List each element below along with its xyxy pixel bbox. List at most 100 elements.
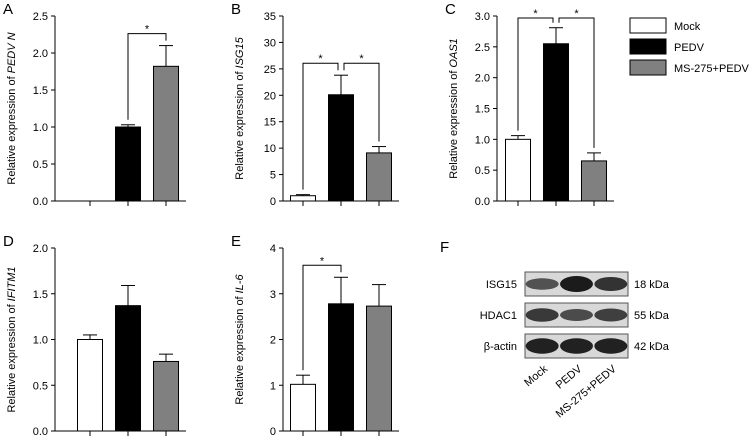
y-tick-label: 35 — [264, 11, 276, 23]
y-axis-label-text: Relative expression of — [448, 70, 460, 179]
blot-band — [594, 338, 628, 354]
panel-label: A — [3, 1, 13, 18]
y-tick-label: 0.5 — [33, 380, 48, 392]
y-tick-label: 10 — [264, 143, 276, 155]
blot-size: 18 kDa — [634, 279, 670, 291]
y-tick-label: 3 — [270, 289, 276, 301]
blot-band — [560, 338, 593, 354]
y-axis-label: Relative expression of IFITM1 — [6, 266, 18, 412]
bar — [505, 138, 531, 202]
y-tick-label: 1.0 — [475, 134, 490, 146]
y-tick-label: 1.0 — [33, 122, 48, 134]
blot-band — [594, 277, 628, 291]
y-axis-label-text: Relative expression of — [234, 295, 246, 404]
y-tick-label: 25 — [264, 64, 276, 76]
legend-swatch — [629, 38, 667, 55]
bar — [366, 305, 392, 432]
y-tick-label: 2.5 — [475, 42, 490, 54]
y-axis-label-gene: OAS1 — [448, 38, 460, 67]
blot-protein: ISG15 — [486, 279, 517, 291]
y-tick-label: 2.0 — [475, 73, 490, 85]
bar — [115, 305, 141, 432]
y-axis-label-text: Relative expression of — [234, 71, 246, 180]
bar — [290, 383, 316, 432]
y-tick-label: 1.5 — [475, 104, 490, 116]
y-axis-label-text: Relative expression of — [6, 75, 18, 184]
y-tick-label: 0 — [270, 196, 276, 208]
blot-lane-label: Mock — [522, 363, 550, 389]
significance-bracket — [302, 62, 339, 190]
y-tick-label: 1.5 — [33, 289, 48, 301]
significance-bracket — [127, 33, 167, 120]
significance-label: * — [574, 8, 579, 20]
significance-bracket — [517, 17, 554, 131]
y-tick-label: 5 — [270, 170, 276, 182]
y-tick-label: 0.5 — [475, 165, 490, 177]
y-tick-label: 0 — [270, 426, 276, 438]
significance-label: * — [320, 255, 325, 267]
panel-label: E — [231, 233, 241, 250]
bar — [366, 152, 392, 202]
y-tick-label: 3.0 — [475, 11, 490, 23]
legend-label: MS-275+PEDV — [674, 63, 750, 75]
y-tick-label: 30 — [264, 37, 276, 49]
legend-swatch — [629, 59, 667, 76]
blot-lane-label: MS-275+PEDV — [554, 363, 620, 421]
panel-label: C — [445, 1, 456, 18]
y-tick-label: 1.5 — [33, 85, 48, 97]
bar — [153, 65, 179, 202]
panel-label: B — [231, 1, 241, 18]
bar — [153, 360, 179, 432]
blot-lane-label: PEDV — [554, 363, 585, 392]
blot-band — [525, 308, 559, 322]
bar — [581, 160, 607, 202]
blot-protein: β-actin — [484, 341, 517, 353]
y-axis-label: Relative expression of PEDV N — [6, 32, 18, 184]
y-tick-label: 15 — [264, 117, 276, 129]
y-tick-label: 4 — [270, 243, 276, 255]
y-tick-label: 0.0 — [33, 426, 48, 438]
bar — [77, 339, 103, 432]
y-tick-label: 0.5 — [33, 159, 48, 171]
y-tick-label: 2.0 — [33, 243, 48, 255]
blot-band — [560, 309, 593, 321]
y-axis-label: Relative expression of ISG15 — [234, 36, 246, 179]
bar — [328, 94, 354, 202]
y-tick-label: 2.5 — [33, 11, 48, 23]
significance-label: * — [145, 24, 150, 36]
panel-label: F — [440, 239, 449, 256]
y-axis-label-text: Relative expression of — [6, 303, 18, 412]
y-axis-label-gene: IFITM1 — [6, 266, 18, 301]
bar — [543, 43, 569, 202]
y-tick-label: 20 — [264, 90, 276, 102]
blot-size: 42 kDa — [634, 341, 670, 353]
significance-bracket — [558, 17, 595, 148]
bar — [115, 126, 141, 202]
legend-label: PEDV — [674, 42, 705, 54]
y-tick-label: 1.0 — [33, 335, 48, 347]
legend-label: Mock — [674, 21, 701, 33]
significance-bracket — [343, 62, 380, 142]
y-tick-label: 0.0 — [475, 196, 490, 208]
y-axis-label-gene: IL-6 — [234, 274, 246, 294]
y-tick-label: 1 — [270, 380, 276, 392]
y-tick-label: 0.0 — [33, 196, 48, 208]
legend-swatch — [629, 17, 667, 34]
y-tick-label: 2.0 — [33, 48, 48, 60]
significance-label: * — [359, 53, 364, 65]
y-axis-label-gene: PEDV N — [6, 32, 18, 73]
y-axis-label: Relative expression ofIL-6 — [234, 274, 246, 405]
panel-label: D — [3, 233, 14, 250]
bar — [290, 195, 316, 202]
significance-bracket — [302, 264, 342, 371]
significance-label: * — [533, 8, 538, 20]
significance-label: * — [318, 53, 323, 65]
y-axis-label-gene: ISG15 — [234, 36, 246, 68]
y-axis-label: Relative expression of OAS1 — [448, 38, 460, 179]
bar — [328, 303, 354, 432]
blot-band — [594, 308, 628, 322]
blot-protein: HDAC1 — [480, 310, 517, 322]
blot-band — [560, 276, 593, 292]
blot-band — [525, 338, 559, 354]
